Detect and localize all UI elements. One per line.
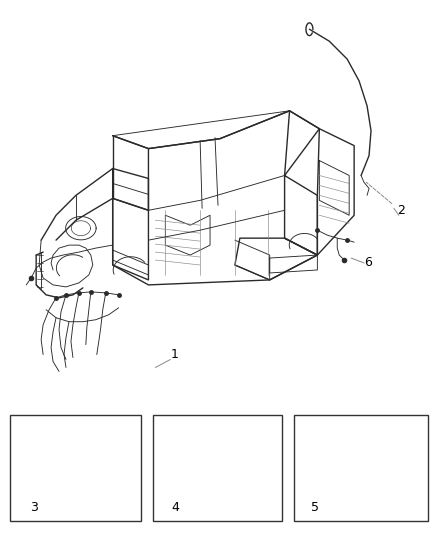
Text: 3: 3 [30,500,38,514]
Text: 2: 2 [397,204,405,217]
Bar [153,415,282,521]
Text: 5: 5 [311,500,319,514]
Text: 4: 4 [172,500,180,514]
Bar [294,415,428,521]
Bar [10,415,141,521]
Text: 6: 6 [364,255,372,269]
Text: 1: 1 [170,348,178,361]
